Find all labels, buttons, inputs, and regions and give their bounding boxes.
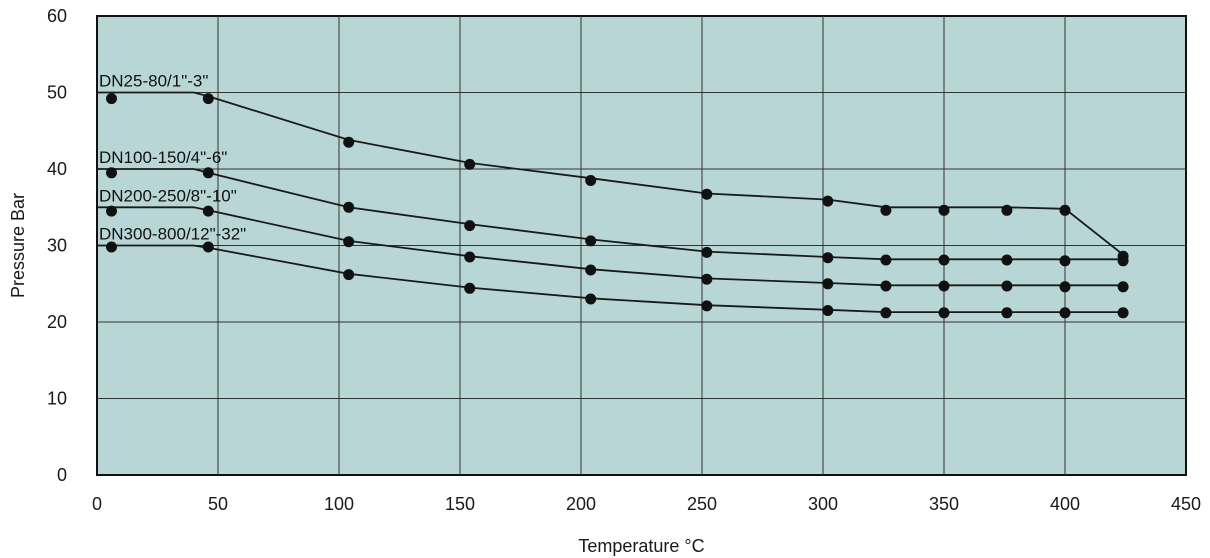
series-2-point-3 [464,251,476,263]
y-tick-label-3: 30 [47,236,67,256]
series-0-point-3 [464,158,476,170]
x-tick-label-6: 300 [808,494,838,514]
series-0-point-7 [880,204,892,216]
series-1-point-11 [1117,255,1129,267]
y-tick-label-1: 10 [47,389,67,409]
x-tick-label-2: 100 [324,494,354,514]
x-tick-label-5: 250 [687,494,717,514]
series-0-point-2 [343,136,355,148]
series-2-point-1 [202,205,214,217]
series-0-point-8 [938,204,950,216]
series-0-point-1 [202,93,214,105]
series-label-3: DN300-800/12"-32" [99,225,246,244]
series-2-point-0 [106,205,117,217]
series-2-point-8 [938,280,950,292]
x-axis-tick-labels: 0 50 100 150 200 250 300 350 400 450 [92,494,1201,514]
series-1-point-8 [938,254,950,266]
gridlines [97,16,1186,475]
series-3-point-10 [1059,307,1071,319]
y-axis-title: Pressure Bar [8,193,28,298]
y-tick-label-5: 50 [47,83,67,103]
series-0-point-0 [106,93,117,105]
series-3-point-6 [822,305,834,316]
series-2-point-5 [701,273,713,285]
series-label-2: DN200-250/8"-10" [99,186,237,205]
series-2-point-9 [1001,280,1013,292]
y-axis-tick-labels: 0 10 20 30 40 50 60 [47,6,67,485]
series-3-point-9 [1001,307,1013,319]
series-points [106,93,1129,319]
series-3-point-4 [585,293,597,305]
x-tick-label-4: 200 [566,494,596,514]
series-1-point-7 [880,254,892,266]
x-tick-label-9: 450 [1171,494,1201,514]
series-1-point-6 [822,252,834,264]
series-1-point-9 [1001,254,1013,266]
x-axis-title: Temperature °C [578,536,704,556]
series-0-point-10 [1059,204,1071,216]
series-0-point-5 [701,188,713,200]
series-label-0: DN25-80/1"-3" [99,72,208,91]
series-0-point-6 [822,195,834,207]
x-tick-label-1: 50 [208,494,228,514]
y-tick-label-6: 60 [47,6,67,26]
series-1-point-0 [106,167,117,179]
series-1-point-1 [202,167,214,179]
y-tick-label-0: 0 [57,465,67,485]
y-tick-label-4: 40 [47,159,67,179]
series-2-point-4 [585,264,597,276]
series-3-point-7 [880,307,892,319]
y-tick-label-2: 20 [47,312,67,332]
series-2-point-6 [822,278,834,290]
series-labels: DN25-80/1"-3" DN100-150/4"-6" DN200-250/8"… [99,72,246,244]
series-label-1: DN100-150/4"-6" [99,148,227,167]
series-3-point-1 [202,241,214,253]
series-1-point-5 [701,246,713,258]
series-1-point-2 [343,201,355,213]
series-3-point-11 [1117,307,1129,319]
series-3-point-8 [938,307,950,319]
series-1-point-4 [585,235,597,247]
series-1-point-10 [1059,255,1071,267]
series-1-point-3 [464,220,476,232]
x-tick-label-8: 400 [1050,494,1080,514]
series-2-point-7 [880,280,892,292]
x-tick-label-7: 350 [929,494,959,514]
series-3-point-2 [343,269,355,281]
series-3-point-0 [106,241,117,253]
series-0-point-9 [1001,204,1013,216]
series-3-point-3 [464,282,476,294]
series-2-point-10 [1059,281,1071,293]
series-3-point-5 [701,300,713,312]
series-2-point-11 [1117,281,1129,293]
series-0-point-4 [585,175,597,186]
x-tick-label-0: 0 [92,494,102,514]
series-2-point-2 [343,236,355,248]
x-tick-label-3: 150 [445,494,475,514]
